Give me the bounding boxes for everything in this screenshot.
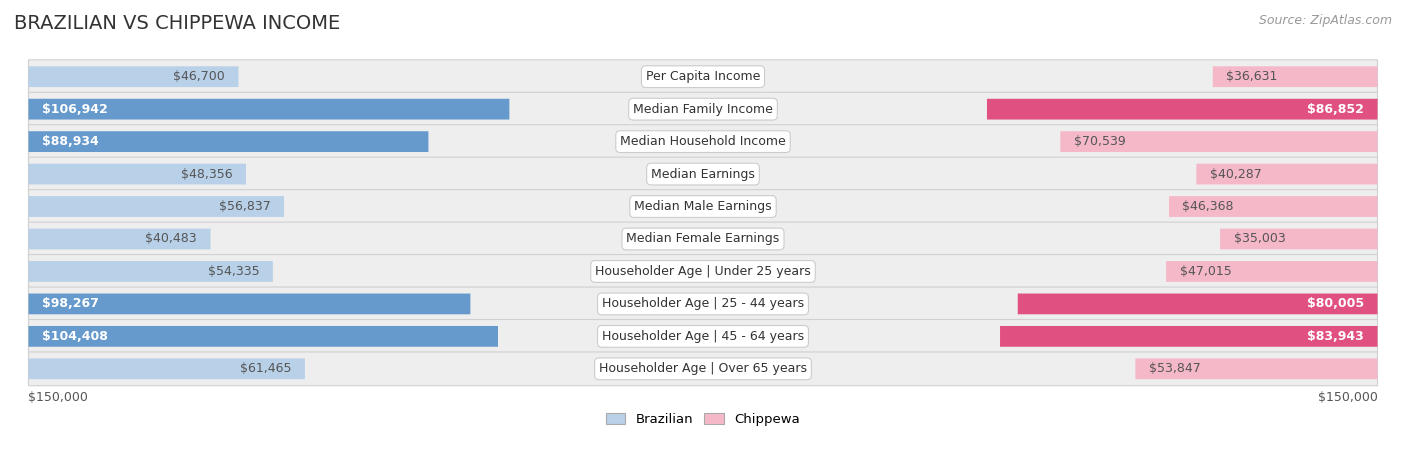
FancyBboxPatch shape	[28, 92, 1378, 126]
Text: $98,267: $98,267	[42, 297, 98, 311]
Text: $35,003: $35,003	[1233, 233, 1285, 246]
FancyBboxPatch shape	[987, 99, 1378, 120]
Text: Householder Age | Over 65 years: Householder Age | Over 65 years	[599, 362, 807, 375]
FancyBboxPatch shape	[1168, 196, 1378, 217]
FancyBboxPatch shape	[1197, 164, 1378, 184]
FancyBboxPatch shape	[28, 99, 509, 120]
Text: Median Earnings: Median Earnings	[651, 168, 755, 181]
FancyBboxPatch shape	[28, 287, 1378, 321]
Text: BRAZILIAN VS CHIPPEWA INCOME: BRAZILIAN VS CHIPPEWA INCOME	[14, 14, 340, 33]
Text: Median Household Income: Median Household Income	[620, 135, 786, 148]
FancyBboxPatch shape	[1060, 131, 1378, 152]
Text: $88,934: $88,934	[42, 135, 98, 148]
Text: $48,356: $48,356	[181, 168, 232, 181]
Text: $56,837: $56,837	[219, 200, 270, 213]
Text: Median Male Earnings: Median Male Earnings	[634, 200, 772, 213]
FancyBboxPatch shape	[28, 196, 284, 217]
Text: $53,847: $53,847	[1149, 362, 1201, 375]
FancyBboxPatch shape	[28, 164, 246, 184]
Text: $40,287: $40,287	[1209, 168, 1261, 181]
FancyBboxPatch shape	[28, 294, 471, 314]
Text: $70,539: $70,539	[1074, 135, 1126, 148]
Legend: Brazilian, Chippewa: Brazilian, Chippewa	[600, 407, 806, 431]
FancyBboxPatch shape	[28, 157, 1378, 191]
Text: $150,000: $150,000	[28, 391, 89, 404]
Text: $47,015: $47,015	[1180, 265, 1232, 278]
FancyBboxPatch shape	[28, 229, 211, 249]
FancyBboxPatch shape	[28, 255, 1378, 288]
FancyBboxPatch shape	[1213, 66, 1378, 87]
Text: $104,408: $104,408	[42, 330, 108, 343]
FancyBboxPatch shape	[28, 359, 305, 379]
FancyBboxPatch shape	[28, 319, 1378, 353]
Text: $46,368: $46,368	[1182, 200, 1234, 213]
Text: $40,483: $40,483	[145, 233, 197, 246]
FancyBboxPatch shape	[28, 352, 1378, 386]
FancyBboxPatch shape	[1018, 294, 1378, 314]
FancyBboxPatch shape	[28, 222, 1378, 256]
Text: $150,000: $150,000	[1317, 391, 1378, 404]
Text: $61,465: $61,465	[240, 362, 291, 375]
FancyBboxPatch shape	[28, 131, 429, 152]
Text: $86,852: $86,852	[1308, 103, 1364, 116]
Text: $106,942: $106,942	[42, 103, 108, 116]
Text: $80,005: $80,005	[1308, 297, 1364, 311]
Text: Householder Age | Under 25 years: Householder Age | Under 25 years	[595, 265, 811, 278]
Text: $54,335: $54,335	[208, 265, 259, 278]
Text: Householder Age | 25 - 44 years: Householder Age | 25 - 44 years	[602, 297, 804, 311]
Text: Median Female Earnings: Median Female Earnings	[627, 233, 779, 246]
Text: Per Capita Income: Per Capita Income	[645, 70, 761, 83]
FancyBboxPatch shape	[1166, 261, 1378, 282]
Text: Median Family Income: Median Family Income	[633, 103, 773, 116]
FancyBboxPatch shape	[1220, 229, 1378, 249]
Text: $83,943: $83,943	[1308, 330, 1364, 343]
FancyBboxPatch shape	[1136, 359, 1378, 379]
FancyBboxPatch shape	[28, 190, 1378, 223]
FancyBboxPatch shape	[28, 326, 498, 347]
FancyBboxPatch shape	[28, 261, 273, 282]
FancyBboxPatch shape	[1000, 326, 1378, 347]
Text: $36,631: $36,631	[1226, 70, 1278, 83]
Text: Householder Age | 45 - 64 years: Householder Age | 45 - 64 years	[602, 330, 804, 343]
FancyBboxPatch shape	[28, 60, 1378, 93]
FancyBboxPatch shape	[28, 66, 239, 87]
FancyBboxPatch shape	[28, 125, 1378, 158]
Text: Source: ZipAtlas.com: Source: ZipAtlas.com	[1258, 14, 1392, 27]
Text: $46,700: $46,700	[173, 70, 225, 83]
